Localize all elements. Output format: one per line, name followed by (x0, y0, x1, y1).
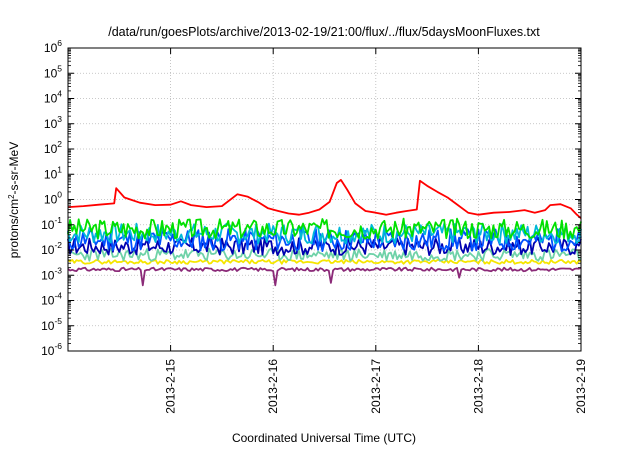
series-line-7 (67, 266, 582, 287)
y-tick-label: 102 (44, 139, 62, 156)
series-line-6 (67, 258, 582, 265)
y-tick-label: 10-1 (41, 215, 62, 232)
y-tick-label: 10-4 (41, 291, 62, 308)
y-tick-label: 104 (44, 89, 62, 106)
y-tick-label: 10-3 (41, 265, 62, 282)
series-line-1 (67, 217, 582, 240)
x-axis-label: Coordinated Universal Time (UTC) (232, 431, 416, 445)
y-axis-label: protons/cm2-s-sr-MeV (7, 142, 22, 258)
series-line-0 (67, 179, 582, 219)
y-axis: 106 105 104 103 102 101 100 10-1 10-2 10-3 10-4 10-… (41, 38, 581, 358)
grid (68, 48, 582, 351)
x-tick-label: 2013-2-19 (574, 359, 588, 414)
y-tick-label: 103 (44, 114, 62, 131)
y-tick-label: 10-2 (41, 240, 62, 257)
y-tick-label: 10-6 (41, 341, 62, 358)
y-tick-label: 10-5 (41, 316, 62, 333)
series-line-2 (67, 222, 582, 245)
x-tick-label: 2013-2-18 (471, 359, 485, 414)
x-tick-label: 2013-2-17 (369, 359, 383, 414)
x-tick-label: 2013-2-15 (164, 359, 178, 414)
y-tick-label: 101 (44, 164, 62, 181)
x-tick-label: 2013-2-16 (266, 359, 280, 414)
chart-title: /data/run/goesPlots/archive/2013-02-19/2… (108, 25, 540, 39)
series-layer (67, 179, 582, 287)
y-tick-label: 106 (44, 38, 62, 55)
y-tick-label: 105 (44, 63, 62, 80)
series-line-5 (67, 247, 582, 262)
plot-frame (67, 47, 582, 352)
x-axis: 2013-2-15 2013-2-16 2013-2-17 2013-2-18 2013… (164, 48, 588, 414)
y-tick-label: 100 (44, 190, 62, 207)
